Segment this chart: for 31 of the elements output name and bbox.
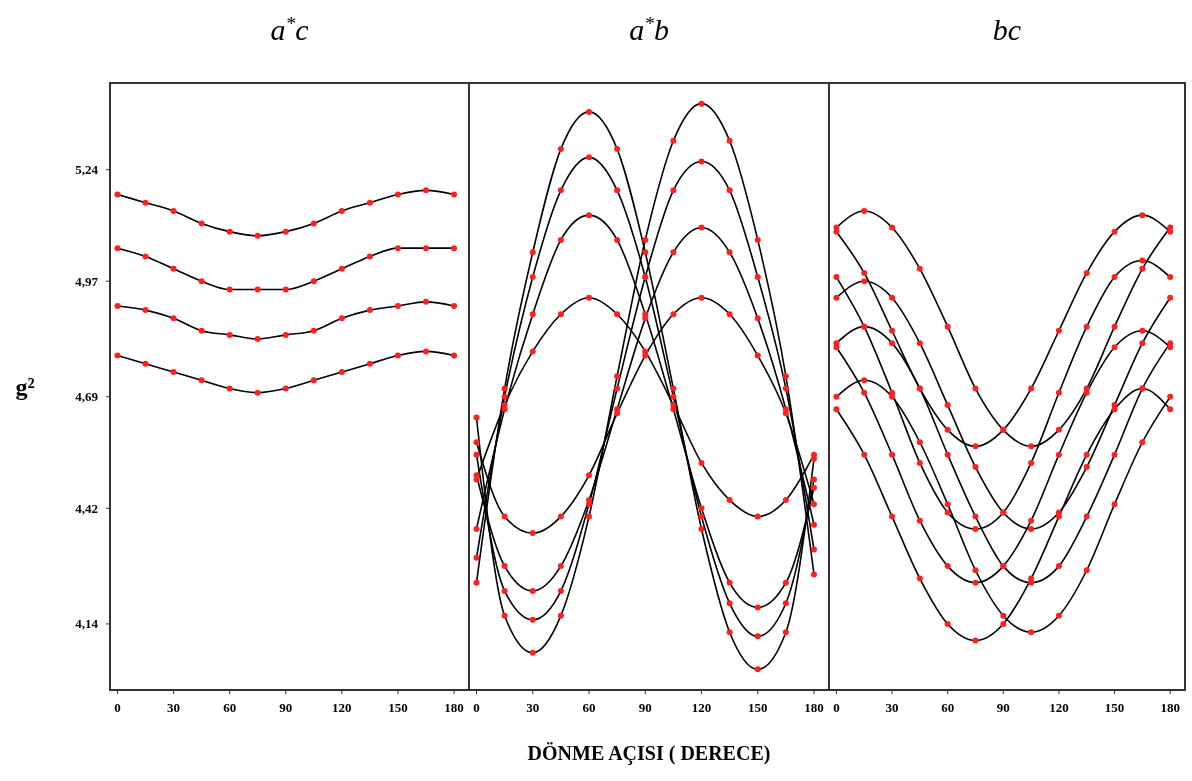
x-tick-label: 60 [582,700,596,715]
x-tick-label: 90 [279,700,293,715]
x-tick-label: 150 [388,700,408,715]
y-tick-label: 4,69 [75,389,99,405]
y-axis-title: g² [15,373,35,400]
x-tick-label: 0 [473,700,480,715]
x-tick-label: 30 [885,700,899,715]
x-tick-label: 30 [167,700,181,715]
x-tick-label: 180 [444,700,464,715]
x-tick-label: 90 [996,700,1010,715]
x-tick-label: 150 [1104,700,1125,715]
x-tick-label: 150 [748,700,768,715]
x-axis-title: DÖNME AÇISI ( DERECE) [527,742,771,765]
y-tick-label: 5,24 [75,162,99,178]
x-tick-label: 0 [114,700,121,715]
y-tick-label: 4,97 [75,273,99,289]
y-tick-label: 4,42 [75,500,98,516]
x-tick-label: 120 [1049,700,1069,715]
chart-title: a$^{*}$b [629,12,669,46]
x-tick-label: 180 [1160,700,1180,715]
x-tick-label: 0 [833,700,840,715]
x-tick-label: 180 [804,700,824,715]
chart-title: a$^{*}$c [270,12,309,46]
x-tick-label: 120 [332,700,352,715]
chart-title: bc [992,13,1022,46]
x-tick-label: 120 [691,700,712,715]
x-tick-label: 60 [941,700,955,715]
x-tick-label: 60 [223,700,237,715]
x-tick-label: 30 [526,700,540,715]
x-tick-label: 90 [638,700,652,715]
y-tick-label: 4,14 [75,616,99,632]
